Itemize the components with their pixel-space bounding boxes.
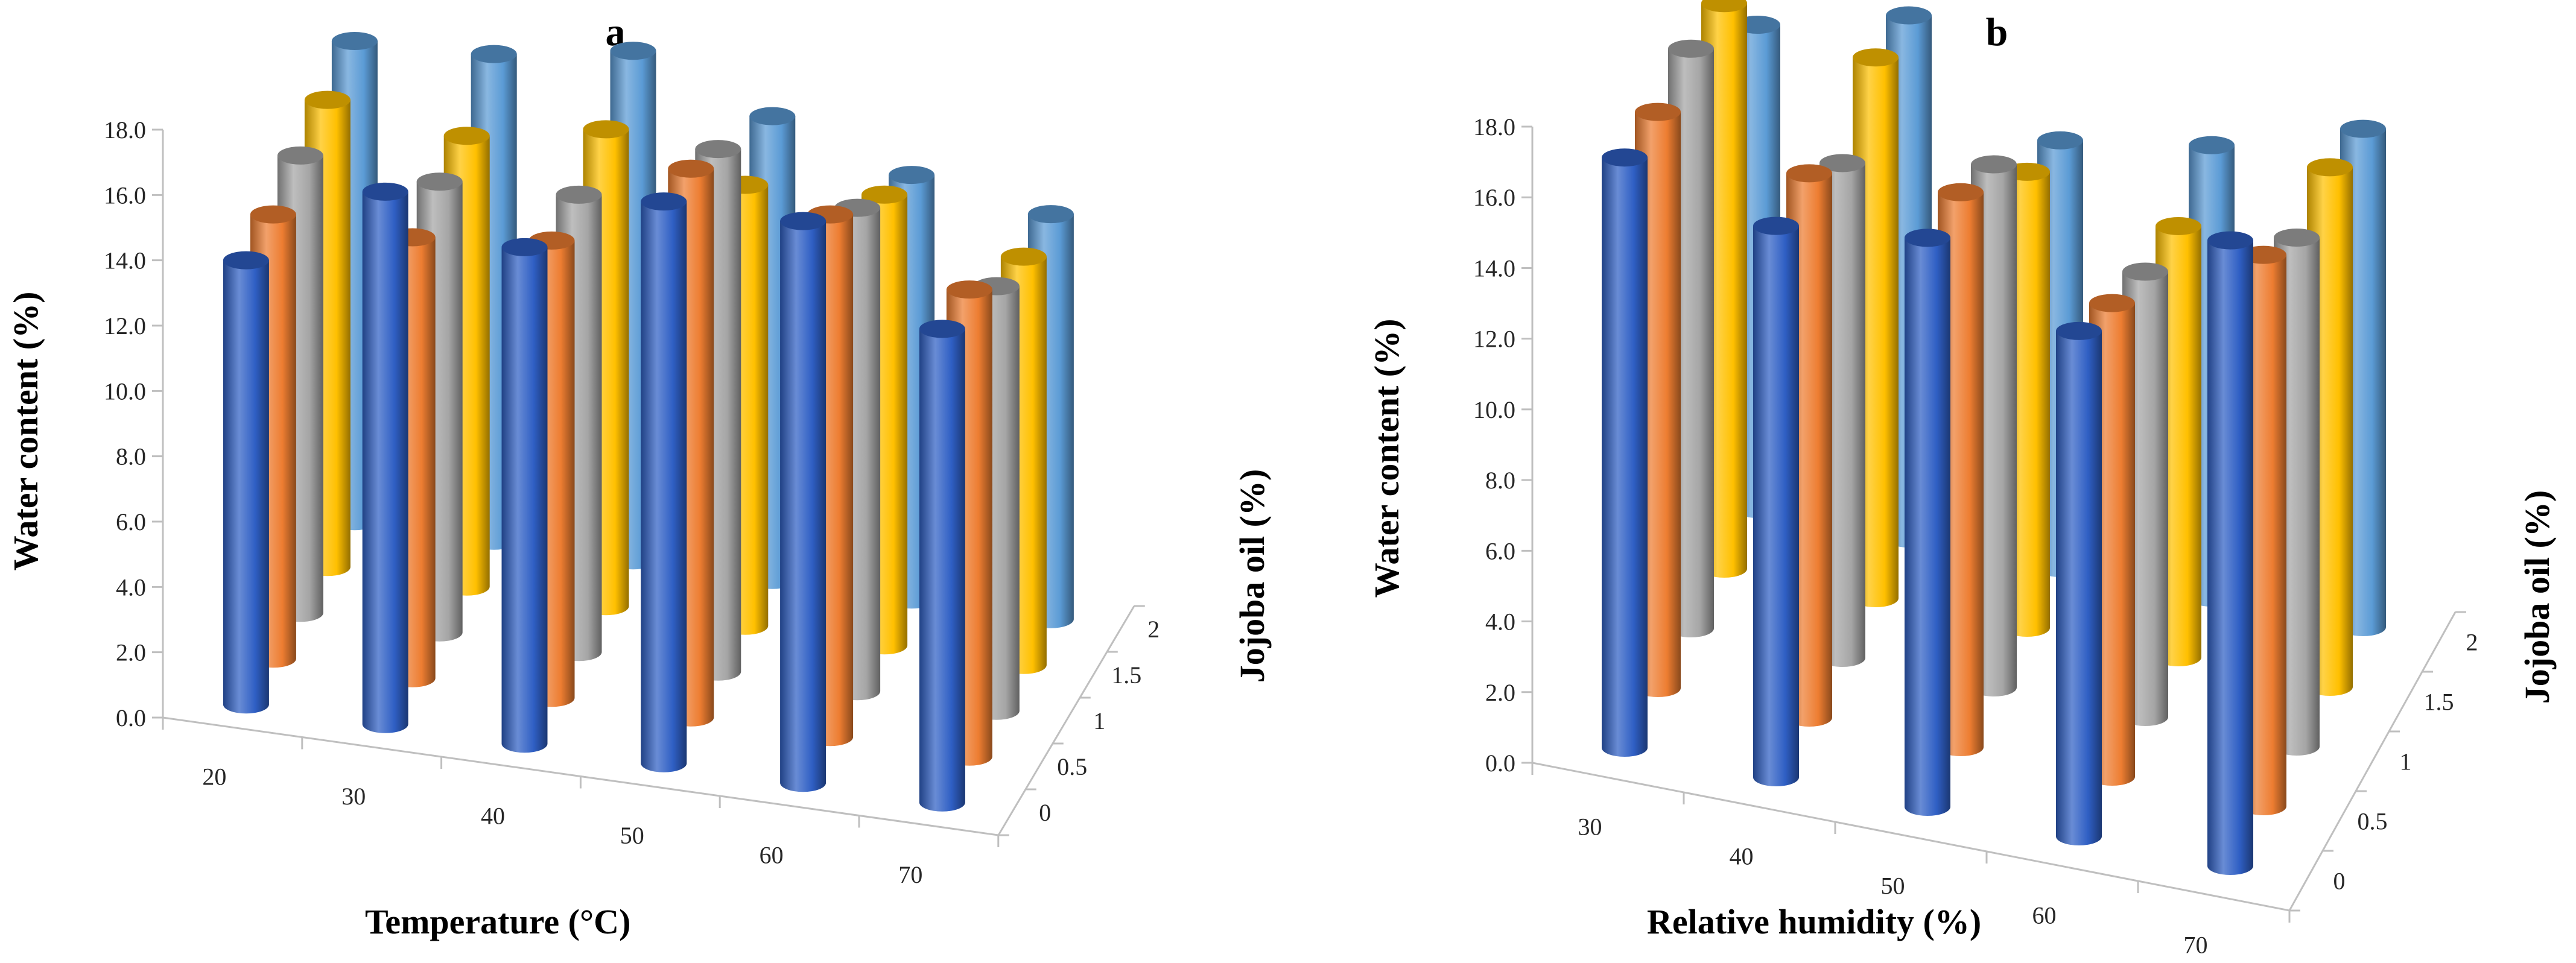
b-bar-0-70 xyxy=(2207,231,2253,875)
a-ytick-label-3: 6.0 xyxy=(116,508,146,535)
b-ytick-label-8: 16.0 xyxy=(1473,184,1515,211)
b-ztick-label-1: 0.5 xyxy=(2358,808,2388,835)
panel-a-bars xyxy=(223,32,1074,812)
a-ytick-label-7: 14.0 xyxy=(104,247,146,274)
a-xtick-label-1: 30 xyxy=(341,783,366,810)
b-bar-0-40 xyxy=(1753,216,1799,787)
b-ytick-label-1: 2.0 xyxy=(1485,679,1515,706)
panel-b-z-title: Jojoba oil (%) xyxy=(2517,490,2557,704)
a-ytick-label-6: 12.0 xyxy=(104,312,146,339)
panel-b-z-ticks: 0 0.5 1 1.5 2 xyxy=(2289,611,2478,912)
panel-a-x-ticks: 20 30 40 50 60 70 xyxy=(162,718,1000,888)
a-bar-0-60 xyxy=(780,212,826,792)
a-bar-0-30 xyxy=(362,182,408,733)
a-xtick-label-0: 20 xyxy=(202,763,226,790)
a-ytick-label-0: 0.0 xyxy=(116,704,146,731)
panel-b-y-axis: 0.0 2.0 4.0 6.0 8.0 10.0 12.0 14.0 16.0 18.0 xyxy=(1473,113,1534,777)
b-ytick-label-3: 6.0 xyxy=(1485,537,1515,564)
panel-a-z-ticks: 00.511.52 xyxy=(998,605,1160,836)
b-bar-0-60 xyxy=(2056,321,2102,845)
a-ztick-label-3: 1.5 xyxy=(1111,661,1141,689)
b-ytick-label-9: 18.0 xyxy=(1473,113,1515,141)
panel-b-x-ticks: 30 40 50 60 70 xyxy=(1531,763,2291,959)
a-ytick-label-8: 16.0 xyxy=(104,182,146,209)
b-xtick-label-3: 60 xyxy=(2032,902,2057,929)
b-ytick-label-7: 14.0 xyxy=(1473,254,1515,282)
a-ztick-label-4: 2 xyxy=(1147,616,1160,643)
panel-b-letter: b xyxy=(1986,10,2008,54)
panel-a-z-title: Jojoba oil (%) xyxy=(1232,469,1272,683)
a-bar-0-20 xyxy=(223,251,269,714)
b-ytick-label-2: 4.0 xyxy=(1485,608,1515,636)
b-xtick-label-4: 70 xyxy=(2184,932,2208,959)
b-bar-0-50 xyxy=(1905,229,1950,816)
a-ytick-label-4: 8.0 xyxy=(116,443,146,470)
panel-a-y-title: Water content (%) xyxy=(6,292,45,571)
b-ytick-label-0: 0.0 xyxy=(1485,750,1515,777)
b-ytick-label-5: 10.0 xyxy=(1473,396,1515,423)
panel-b-chart: b 0.0 2.0 4.0 6.0 8.0 10.0 12.0 14.0 16.0 18.0 30… xyxy=(1367,0,2557,959)
b-ztick-label-2: 1 xyxy=(2400,748,2412,775)
a-xtick-label-4: 60 xyxy=(760,841,784,868)
b-ztick-label-0: 0 xyxy=(2333,868,2346,895)
b-xtick-label-2: 50 xyxy=(1881,873,1905,900)
b-ztick-label-3: 1.5 xyxy=(2424,689,2454,716)
b-ztick-label-4: 2 xyxy=(2466,629,2478,656)
a-bar-0-50 xyxy=(641,192,687,772)
panel-a-x-title: Temperature (°C) xyxy=(365,902,630,941)
a-xtick-label-2: 40 xyxy=(481,802,505,829)
a-bar-0-40 xyxy=(501,238,548,753)
b-bar-0-30 xyxy=(1602,148,1648,757)
a-xtick-label-5: 70 xyxy=(898,861,922,888)
panel-a-y-axis: 0.0 2.0 4.0 6.0 8.0 10.0 12.0 14.0 16.0 18.0 xyxy=(104,116,164,731)
a-xtick-label-3: 50 xyxy=(620,822,644,849)
a-ztick-label-1: 0.5 xyxy=(1057,753,1087,780)
b-ytick-label-4: 8.0 xyxy=(1485,467,1515,494)
a-bar-0-70 xyxy=(919,320,965,812)
panel-b-y-title: Water content (%) xyxy=(1367,319,1406,598)
a-ztick-label-2: 1 xyxy=(1093,707,1105,734)
a-ytick-label-2: 4.0 xyxy=(116,573,146,601)
b-xtick-label-1: 40 xyxy=(1730,843,1754,870)
a-ztick-label-0: 0 xyxy=(1039,799,1051,826)
panel-b-bars xyxy=(1602,0,2386,875)
b-ytick-label-6: 12.0 xyxy=(1473,326,1515,353)
a-ytick-label-5: 10.0 xyxy=(104,377,146,405)
panel-a-chart: a 0.02.04.06.08.010.012.014.016.018.0 20… xyxy=(6,10,1272,941)
a-ytick-label-9: 18.0 xyxy=(104,116,146,144)
a-ytick-label-1: 2.0 xyxy=(116,639,146,666)
panel-b-x-title: Relative humidity (%) xyxy=(1647,902,1981,941)
b-xtick-label-0: 30 xyxy=(1578,813,1602,841)
